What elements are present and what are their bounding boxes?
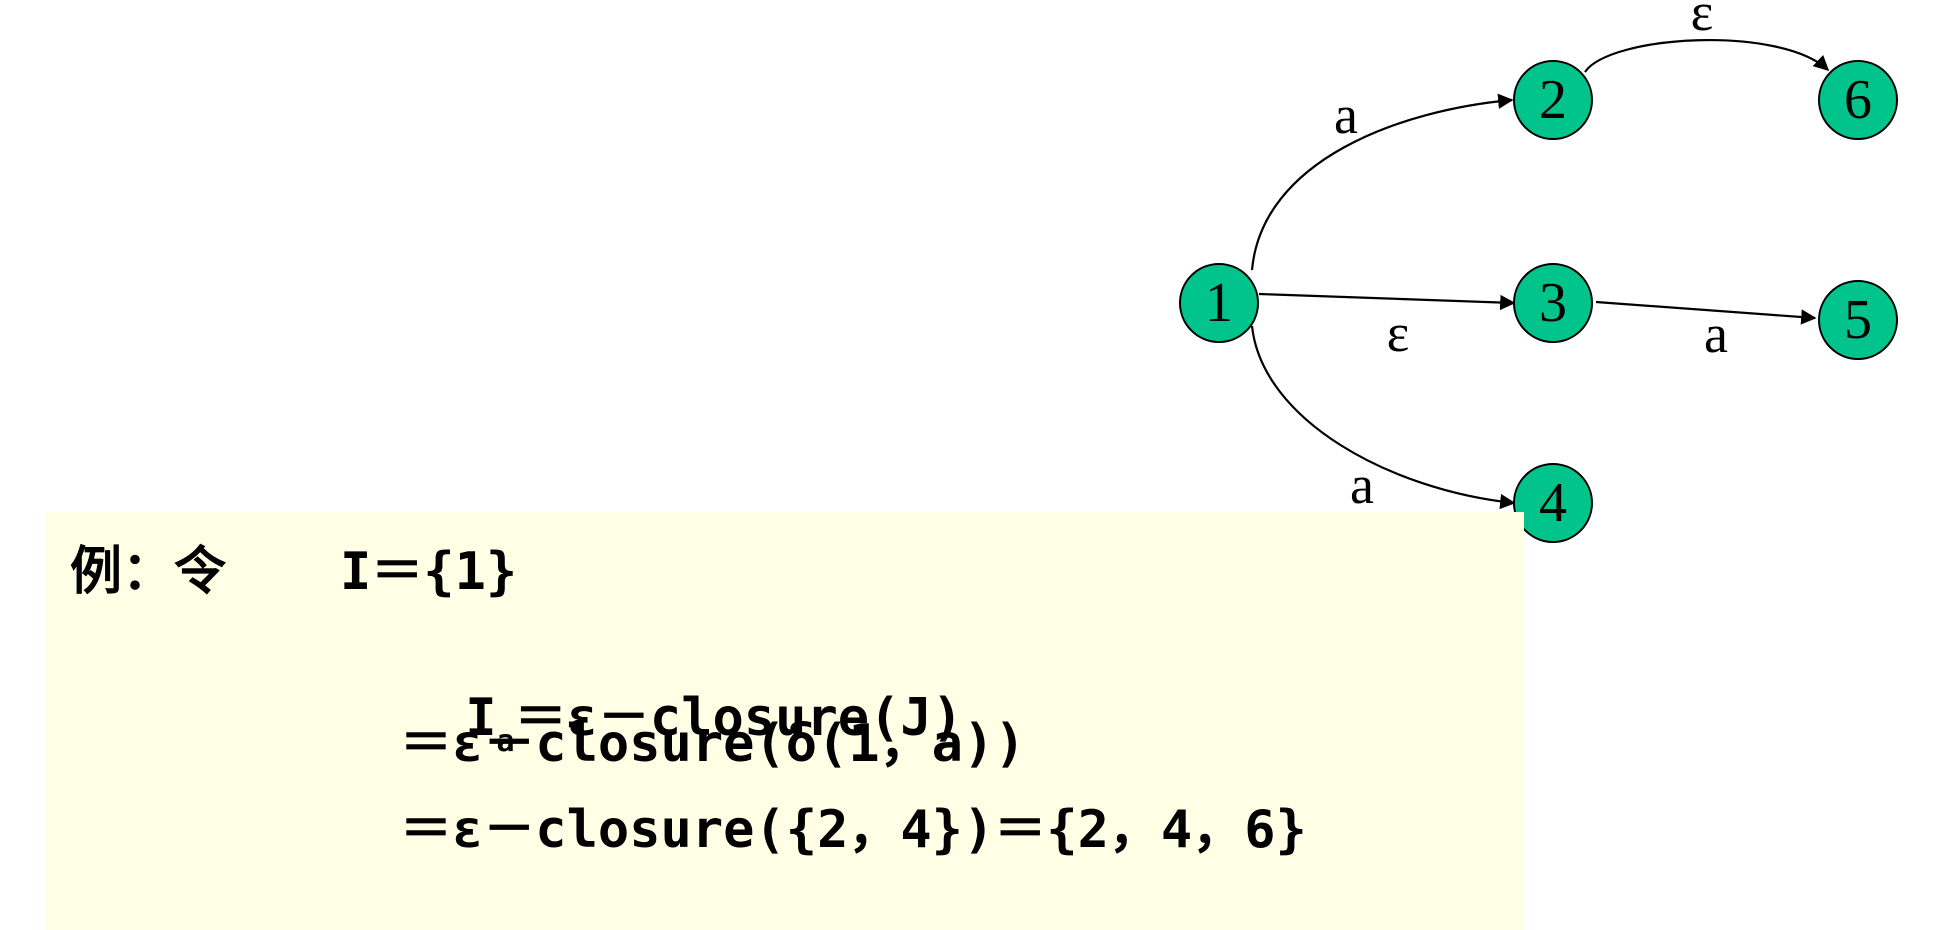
node-4: 4 [1513,463,1593,543]
edge-label-1-3: ε [1387,303,1410,363]
edge-2-to-6 [1584,38,1830,73]
edge-3-to-5 [1595,300,1817,325]
node-6: 6 [1818,60,1898,140]
formula-line-3: ＝ε－closure(δ(1，a)) [400,714,1026,774]
edge-label-3-5: a [1704,304,1728,364]
formula-line-4: ＝ε－closure({2，4})＝{2，4，6} [400,800,1307,860]
formula-box: 例：令 I＝{1} Ia＝ε－closure(J) ＝ε－closure(δ(1… [46,512,1524,930]
edge-1-to-3 [1258,292,1516,311]
node-5: 5 [1818,280,1898,360]
node-2-label: 2 [1539,69,1567,131]
edge-1-to-2 [1250,93,1514,271]
node-3: 3 [1513,263,1593,343]
formula-line-2: Ia＝ε－closure(J) [340,628,963,816]
node-1: 1 [1179,263,1259,343]
formula-line-2-rest: ＝ε－closure(J) [514,688,963,748]
formula-line-1: I＝{1} [340,542,518,602]
node-1-label: 1 [1205,272,1233,334]
node-5-label: 5 [1844,289,1872,351]
node-2: 2 [1513,60,1593,140]
node-6-label: 6 [1844,69,1872,131]
edge-label-2-6: ε [1691,0,1714,42]
edge-1-to-4 [1250,325,1516,510]
formula-line-2-main: I [465,688,497,748]
node-4-label: 4 [1539,472,1567,534]
formula-prefix: 例：令 [70,542,227,602]
edge-label-1-2: a [1334,85,1358,145]
node-3-label: 3 [1539,272,1567,334]
edge-label-1-4: a [1350,455,1374,515]
formula-line-2-sub: a [496,724,515,759]
